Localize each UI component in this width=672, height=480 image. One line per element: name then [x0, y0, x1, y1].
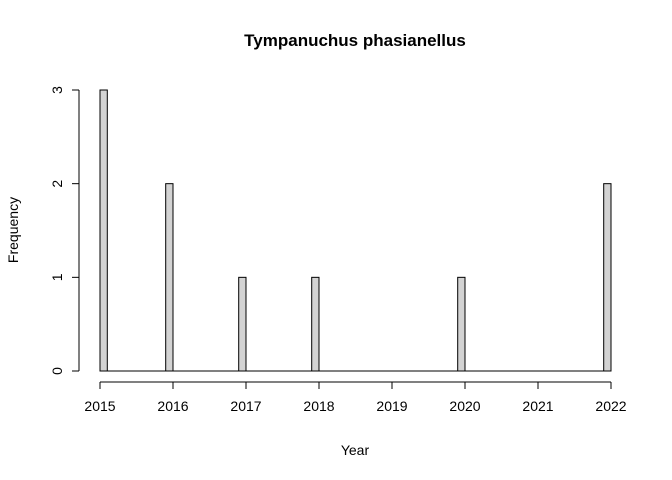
- x-axis: 2015 2016 2017 2018 2019 2020 2021 2022: [84, 381, 627, 414]
- y-tick-label: 3: [49, 86, 65, 94]
- y-tick-label: 1: [49, 273, 65, 281]
- x-tick-label: 2020: [449, 398, 480, 414]
- y-axis-label: Frequency: [5, 197, 21, 263]
- x-tick-label: 2022: [595, 398, 626, 414]
- x-axis-label: Year: [341, 442, 370, 458]
- histogram-bar: [99, 89, 108, 372]
- histogram-bar: [165, 183, 174, 372]
- histogram-bar: [457, 276, 466, 372]
- histogram-bars: [99, 89, 612, 372]
- x-tick-label: 2015: [84, 398, 115, 414]
- x-tick-label: 2019: [376, 398, 407, 414]
- chart-title: Tympanuchus phasianellus: [244, 31, 466, 50]
- x-tick-label: 2018: [303, 398, 334, 414]
- y-tick-label: 2: [49, 180, 65, 188]
- histogram-bar: [603, 183, 612, 372]
- x-tick-label: 2017: [230, 398, 261, 414]
- x-tick-label: 2021: [522, 398, 553, 414]
- y-tick-label: 0: [49, 367, 65, 375]
- histogram-bar: [238, 276, 247, 372]
- y-axis: 0 1 2 3: [49, 86, 80, 375]
- histogram-bar: [311, 276, 320, 372]
- x-tick-label: 2016: [157, 398, 188, 414]
